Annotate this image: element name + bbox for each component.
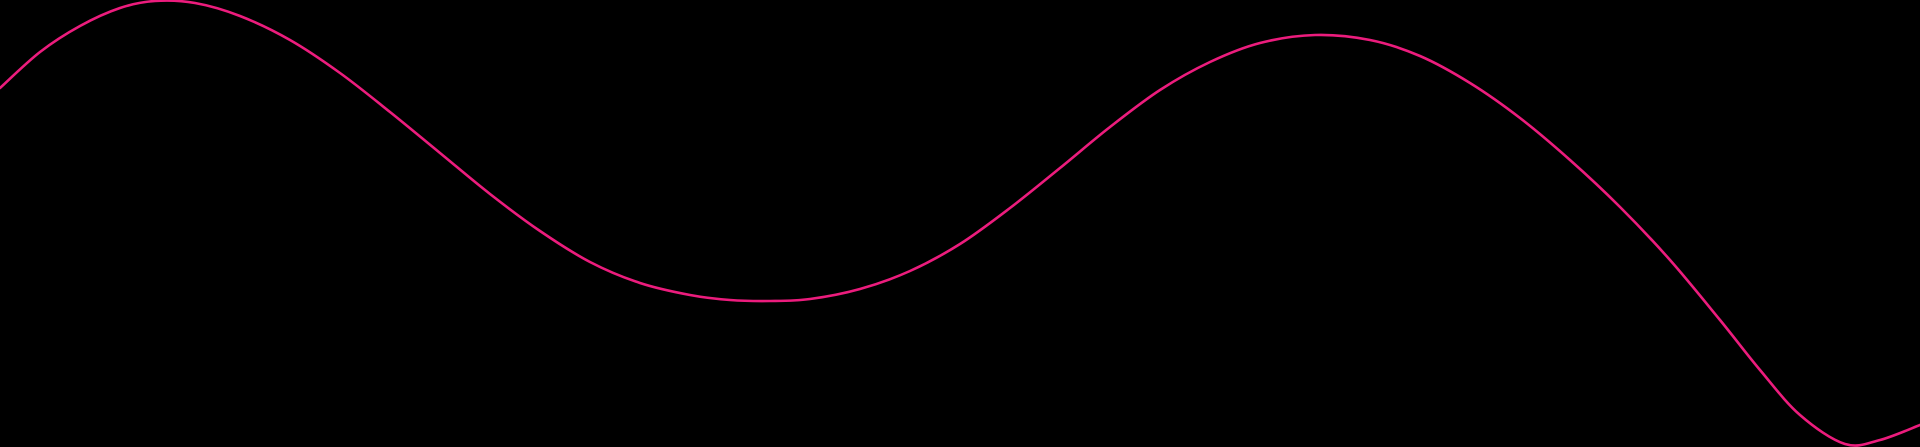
wave-curve-line — [0, 0, 1920, 447]
chart-canvas — [0, 0, 1920, 447]
chart-background — [0, 0, 1920, 447]
wave-chart-svg — [0, 0, 1920, 447]
